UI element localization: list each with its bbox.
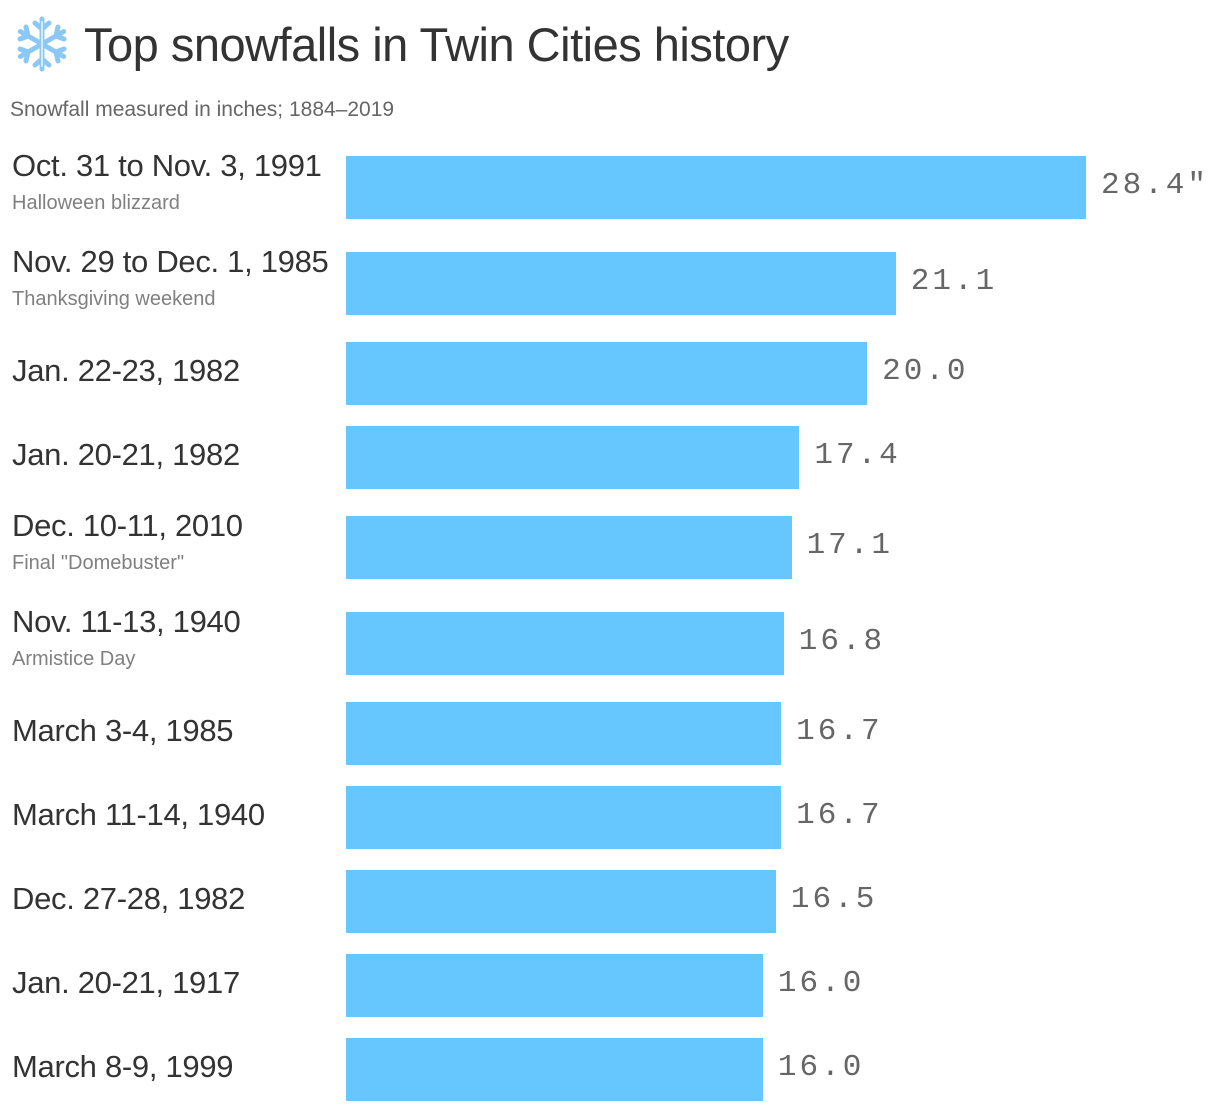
event-note: Thanksgiving weekend [12, 288, 216, 310]
event-date: Nov. 11-13, 1940 [12, 604, 241, 639]
value-label: 17.4 [814, 438, 901, 473]
bar-label: Jan. 20-21, 1917 [12, 965, 240, 1001]
bar [346, 870, 776, 933]
value-label: 21.1 [910, 264, 998, 299]
snowflake-icon [17, 16, 67, 72]
bar-label: March 3-4, 1985 [12, 713, 234, 749]
event-date: March 8-9, 1999 [12, 1049, 234, 1084]
value-label: 16.5 [790, 882, 878, 917]
value-label: 16.8 [798, 624, 886, 659]
bar [346, 1038, 763, 1101]
event-date: Nov. 29 to Dec. 1, 1985 [12, 244, 329, 279]
value-label: 16.7 [796, 714, 883, 749]
value-label: 20.0 [882, 354, 969, 389]
bar-label: Nov. 11-13, 1940 Armistice Day [12, 604, 241, 671]
bar [346, 702, 782, 765]
event-date: Jan. 22-23, 1982 [12, 353, 240, 388]
chart-title: Top snowfalls in Twin Cities history [12, 14, 789, 74]
event-date: March 3-4, 1985 [12, 713, 234, 748]
event-date: Jan. 20-21, 1982 [12, 437, 240, 472]
bar-label: Oct. 31 to Nov. 3, 1991 Halloween blizzar… [12, 148, 322, 215]
bar-label: March 11-14, 1940 [12, 797, 265, 833]
event-date: Jan. 20-21, 1917 [12, 965, 240, 1000]
bar [346, 156, 1086, 219]
bar [346, 342, 868, 405]
value-label: 16.0 [777, 966, 865, 1001]
value-label: 17.1 [806, 528, 893, 563]
value-label: 28.4" [1101, 168, 1210, 203]
bar [346, 516, 792, 579]
bar [346, 786, 782, 849]
value-label: 16.0 [777, 1050, 865, 1085]
event-date: Oct. 31 to Nov. 3, 1991 [12, 148, 322, 183]
event-date: March 11-14, 1940 [12, 797, 265, 832]
event-note: Armistice Day [12, 648, 136, 670]
bar-label: March 8-9, 1999 [12, 1049, 234, 1085]
chart-subtitle: Snowfall measured in inches; 1884–2019 [10, 98, 395, 121]
bar-label: Dec. 10-11, 2010 Final "Domebuster" [12, 508, 243, 575]
event-date: Dec. 27-28, 1982 [12, 881, 246, 916]
value-label: 16.7 [796, 798, 883, 833]
bar-label: Jan. 20-21, 1982 [12, 437, 240, 473]
bar-label: Nov. 29 to Dec. 1, 1985 Thanksgiving week… [12, 244, 329, 311]
event-note: Final "Domebuster" [12, 552, 185, 574]
bar [346, 954, 763, 1017]
bar [346, 612, 784, 675]
event-date: Dec. 10-11, 2010 [12, 508, 243, 543]
event-note: Halloween blizzard [12, 192, 180, 214]
bar [346, 426, 800, 489]
title-text: Top snowfalls in Twin Cities history [84, 17, 789, 71]
bar [346, 252, 896, 315]
bar-label: Dec. 27-28, 1982 [12, 881, 245, 917]
bar-label: Jan. 22-23, 1982 [12, 353, 240, 389]
